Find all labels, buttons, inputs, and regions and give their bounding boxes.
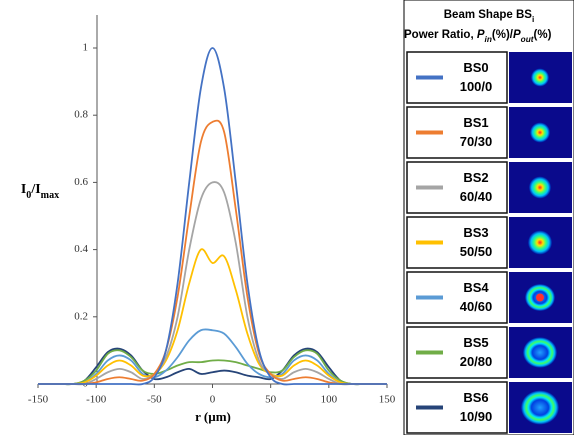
x-tick-label: 150: [379, 394, 396, 406]
x-tick-label: -100: [86, 394, 107, 406]
x-tick-label: -50: [147, 394, 162, 406]
legend-name: BS2: [463, 170, 488, 185]
legend-name: BS0: [463, 60, 488, 75]
legend-ratio: 70/30: [460, 134, 493, 149]
subscript: i: [532, 15, 534, 24]
y-tick-label: 1: [83, 42, 89, 54]
text-part: /I: [30, 182, 40, 197]
y-tick-label: 0.8: [74, 109, 88, 121]
text-part: Power Ratio,: [404, 29, 477, 41]
legend-name: BS1: [463, 115, 488, 130]
legend-ratio: 100/0: [460, 79, 493, 94]
legend-name: BS4: [463, 280, 489, 295]
y-tick-label: 0.6: [74, 176, 88, 188]
x-tick-label: 100: [321, 394, 338, 406]
x-tick-label: -150: [28, 394, 49, 406]
y-tick-label: 0.4: [74, 243, 88, 255]
beam-image: [528, 231, 552, 255]
legend-name: BS6: [463, 390, 488, 405]
legend-ratio: 50/50: [460, 244, 493, 259]
beam-image: [531, 69, 549, 87]
beam-image: [521, 390, 559, 424]
subscript: max: [41, 190, 59, 201]
beam-core: [536, 294, 544, 302]
legend-ratio: 10/90: [460, 409, 493, 424]
subscript: in: [485, 35, 492, 44]
legend-name: BS5: [463, 335, 488, 350]
legend-ratio: 60/40: [460, 189, 493, 204]
legend-name: BS3: [463, 225, 488, 240]
legend-ratio: 20/80: [460, 354, 493, 369]
legend-ratio: 40/60: [460, 299, 493, 314]
x-tick-label: 50: [265, 394, 277, 406]
text-part: (%)/: [492, 29, 514, 41]
chart: I0/Imax r (µm) Beam Shape BSi Power Rati…: [0, 0, 574, 435]
text-part: (%): [534, 29, 552, 41]
x-tick-label: 0: [210, 394, 216, 406]
y-tick-label: 0.2: [74, 310, 88, 322]
beam-image: [530, 123, 550, 143]
beam-image: [529, 177, 551, 199]
beam-image: [523, 337, 557, 368]
text-part: Beam Shape BS: [444, 9, 533, 21]
x-axis-label: r (µm): [195, 409, 231, 424]
